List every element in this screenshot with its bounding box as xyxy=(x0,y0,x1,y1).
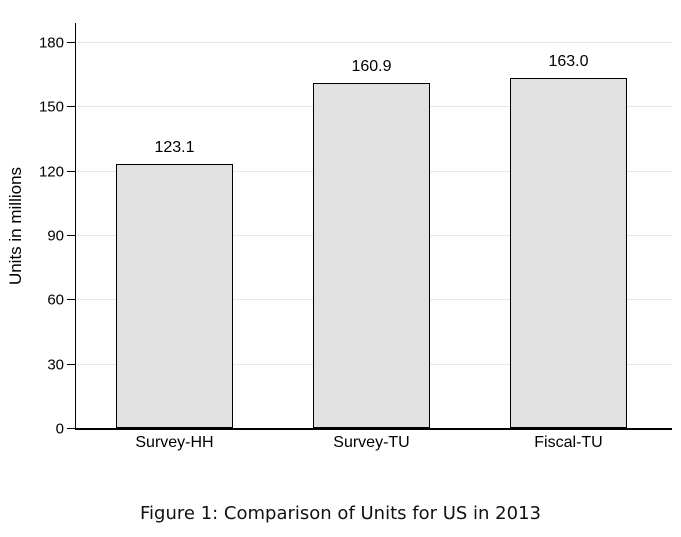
y-tick-label-60: 60 xyxy=(47,291,64,309)
y-tick-label-180: 180 xyxy=(38,34,64,52)
y-tick-0 xyxy=(67,428,76,429)
figure-caption: Figure 1: Comparison of Units for US in … xyxy=(140,503,541,524)
y-tick-label-120: 120 xyxy=(38,163,64,181)
y-axis-line xyxy=(75,23,76,430)
y-tick-label-0: 0 xyxy=(55,420,64,438)
x-category-label-Survey-HH: Survey-HH xyxy=(135,434,214,451)
y-tick-label-90: 90 xyxy=(47,227,64,245)
x-category-label-Survey-TU: Survey-TU xyxy=(333,434,410,451)
gridline-180 xyxy=(76,42,672,43)
y-tick-label-150: 150 xyxy=(38,98,64,116)
y-tick-150 xyxy=(67,106,76,108)
bar-Survey-TU xyxy=(313,83,430,428)
x-axis-line xyxy=(76,428,672,430)
y-tick-120 xyxy=(67,170,76,172)
y-tick-30 xyxy=(67,363,76,365)
bar-Survey-HH xyxy=(116,164,233,428)
bar-value-label-Fiscal-TU: 163.0 xyxy=(548,53,589,70)
bar-Fiscal-TU xyxy=(510,78,627,428)
bar-value-label-Survey-TU: 160.9 xyxy=(351,58,392,75)
y-tick-90 xyxy=(67,235,76,236)
bar-value-label-Survey-HH: 123.1 xyxy=(154,139,195,156)
y-tick-label-30: 30 xyxy=(47,356,64,374)
y-tick-180 xyxy=(67,42,76,43)
x-category-label-Fiscal-TU: Fiscal-TU xyxy=(534,434,603,451)
y-axis-title: Units in millions xyxy=(6,166,25,286)
y-tick-60 xyxy=(67,299,76,301)
